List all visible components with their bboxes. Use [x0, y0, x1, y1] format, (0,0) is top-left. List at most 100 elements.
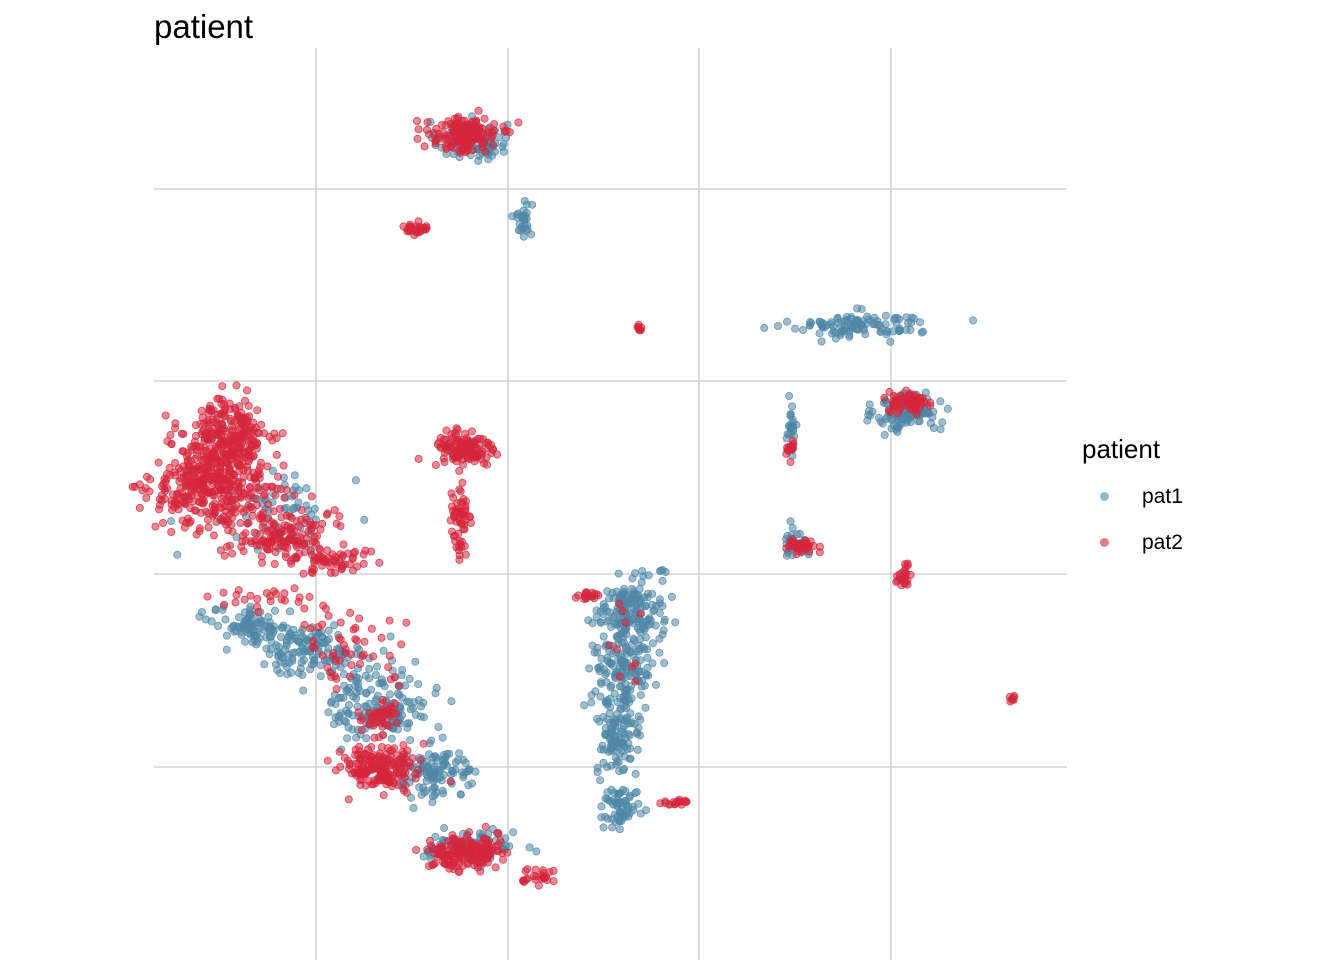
- data-point-pat2: [519, 876, 528, 885]
- data-point-pat2: [271, 548, 280, 557]
- data-point-pat2: [220, 450, 229, 459]
- data-point-pat1: [619, 638, 628, 647]
- data-point-pat2: [167, 528, 176, 537]
- data-point-pat2: [141, 484, 150, 493]
- data-point-pat2: [210, 499, 219, 508]
- data-point-pat1: [626, 686, 635, 695]
- data-point-pat1: [221, 615, 230, 624]
- data-point-pat2: [219, 588, 228, 597]
- data-point-pat1: [377, 675, 386, 684]
- data-point-pat1: [440, 824, 449, 833]
- data-point-pat2: [253, 602, 262, 611]
- data-point-pat2: [335, 633, 344, 642]
- data-point-pat1: [620, 729, 629, 738]
- data-point-pat1: [644, 571, 653, 580]
- data-point-pat2: [311, 521, 320, 530]
- data-point-pat1: [597, 802, 606, 811]
- data-point-pat1: [246, 630, 255, 639]
- data-point-pat1: [438, 733, 447, 742]
- data-point-pat2: [416, 756, 425, 765]
- legend-title: patient: [1082, 434, 1161, 464]
- data-point-pat2: [352, 769, 361, 778]
- data-point-pat2: [324, 611, 333, 620]
- data-point-pat1: [846, 321, 855, 330]
- data-point-pat1: [525, 843, 534, 852]
- data-point-pat2: [357, 726, 366, 735]
- data-point-pat1: [853, 316, 862, 325]
- data-point-pat1: [626, 609, 635, 618]
- data-point-pat2: [263, 545, 272, 554]
- data-point-pat1: [657, 566, 666, 575]
- data-point-pat2: [128, 482, 137, 491]
- data-point-pat2: [682, 797, 691, 806]
- data-point-pat1: [603, 587, 612, 596]
- data-point-pat1: [515, 220, 524, 229]
- data-point-pat1: [211, 606, 220, 615]
- points-layer: [128, 106, 1019, 890]
- data-point-pat2: [892, 577, 901, 586]
- data-point-pat2: [280, 521, 289, 530]
- data-point-pat2: [212, 517, 221, 526]
- data-point-pat2: [896, 572, 905, 581]
- data-point-pat1: [853, 304, 862, 313]
- data-point-pat2: [307, 492, 316, 501]
- data-point-pat2: [369, 652, 378, 661]
- data-point-pat1: [335, 711, 344, 720]
- data-point-pat1: [488, 151, 497, 160]
- data-point-pat1: [597, 813, 606, 822]
- data-point-pat2: [259, 508, 268, 517]
- data-point-pat2: [237, 484, 246, 493]
- data-point-pat2: [292, 553, 301, 562]
- data-point-pat2: [615, 599, 624, 608]
- data-point-pat2: [227, 507, 236, 516]
- data-point-pat1: [671, 618, 680, 627]
- data-point-pat2: [335, 747, 344, 756]
- data-point-pat1: [634, 591, 643, 600]
- data-point-pat1: [509, 828, 518, 837]
- data-point-pat1: [306, 665, 315, 674]
- data-point-pat1: [422, 776, 431, 785]
- data-point-pat1: [836, 331, 845, 340]
- data-point-pat2: [378, 764, 387, 773]
- data-point-pat1: [353, 679, 362, 688]
- data-point-pat1: [791, 324, 800, 333]
- data-point-pat1: [310, 504, 319, 513]
- data-point-pat2: [216, 409, 225, 418]
- data-point-pat1: [636, 635, 645, 644]
- data-point-pat2: [462, 140, 471, 149]
- data-point-pat2: [880, 393, 889, 402]
- data-point-pat1: [371, 671, 380, 680]
- data-point-pat2: [323, 663, 332, 672]
- data-point-pat2: [430, 859, 439, 868]
- data-point-pat1: [276, 650, 285, 659]
- data-point-pat2: [332, 674, 341, 683]
- data-point-pat2: [890, 399, 899, 408]
- data-point-pat1: [286, 668, 295, 677]
- data-point-pat2: [277, 513, 286, 522]
- data-point-pat2: [161, 411, 170, 420]
- data-point-pat2: [371, 709, 380, 718]
- data-point-pat2: [207, 435, 216, 444]
- data-point-pat1: [628, 718, 637, 727]
- data-point-pat2: [437, 443, 446, 452]
- data-point-pat1: [343, 734, 352, 743]
- data-point-pat2: [394, 681, 403, 690]
- data-point-pat2: [385, 616, 394, 625]
- data-point-pat2: [574, 591, 583, 600]
- data-point-pat2: [926, 398, 935, 407]
- data-point-pat2: [318, 651, 327, 660]
- data-point-pat1: [341, 718, 350, 727]
- data-point-pat2: [323, 756, 332, 765]
- data-point-pat2: [461, 502, 470, 511]
- data-point-pat1: [596, 692, 605, 701]
- data-point-pat2: [458, 478, 467, 487]
- data-point-pat1: [316, 661, 325, 670]
- data-point-pat2: [615, 672, 624, 681]
- data-point-pat1: [936, 397, 945, 406]
- data-point-pat2: [204, 457, 213, 466]
- data-point-pat1: [417, 702, 426, 711]
- data-point-pat2: [431, 136, 440, 145]
- data-point-pat2: [300, 620, 309, 629]
- data-point-pat1: [623, 646, 632, 655]
- data-point-pat2: [370, 755, 379, 764]
